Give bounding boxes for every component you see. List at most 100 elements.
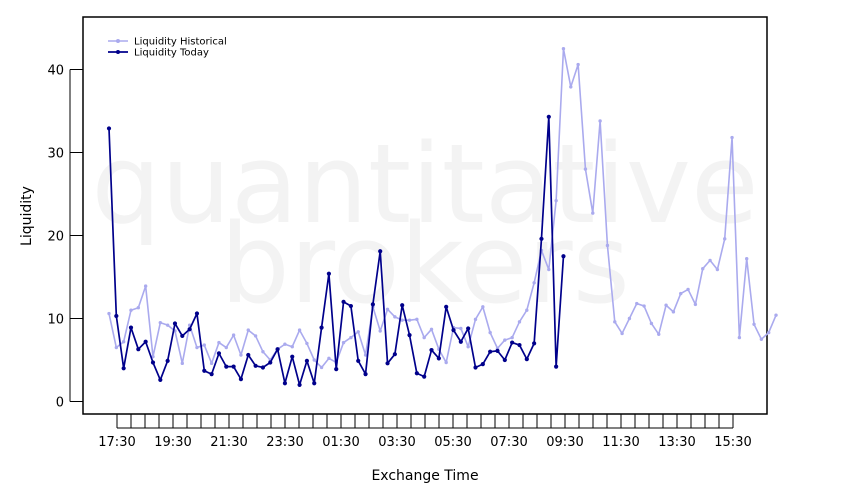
data-point (422, 374, 427, 379)
data-point (547, 267, 551, 272)
data-point (231, 364, 236, 369)
data-point (202, 343, 206, 347)
data-point (481, 305, 485, 309)
data-point (598, 119, 602, 123)
x-tick-label: 07:30 (490, 435, 527, 450)
x-tick-label: 21:30 (210, 435, 247, 450)
data-point (378, 329, 382, 333)
y-tick-label: 10 (47, 313, 64, 328)
data-point (576, 62, 580, 67)
data-point (480, 362, 485, 367)
data-point (502, 357, 507, 363)
data-point (510, 340, 515, 345)
x-tick-label: 03:30 (378, 435, 415, 450)
data-point (180, 333, 185, 339)
data-point (297, 382, 302, 387)
data-point (378, 249, 383, 254)
data-point (745, 257, 749, 261)
data-point (686, 287, 690, 292)
data-point (283, 342, 287, 346)
data-point (129, 308, 133, 312)
data-point (363, 353, 368, 357)
data-point (407, 333, 412, 338)
data-point (400, 303, 405, 308)
data-point (143, 339, 148, 344)
data-point (708, 258, 712, 263)
y-tick-label: 30 (47, 147, 64, 162)
y-axis-title: Liquidity (19, 186, 35, 246)
data-point (282, 381, 288, 386)
series-today (106, 114, 566, 387)
data-point (106, 126, 112, 131)
data-point (268, 360, 273, 365)
data-point (752, 322, 756, 327)
data-point (253, 363, 258, 368)
data-point (525, 308, 529, 312)
data-point (392, 352, 397, 357)
data-point (114, 345, 119, 350)
data-point (246, 352, 251, 358)
x-tick-label: 11:30 (602, 435, 639, 450)
data-point (671, 310, 676, 314)
data-point (121, 366, 126, 371)
data-point (510, 335, 514, 340)
data-point (554, 364, 559, 369)
x-tick-label: 17:30 (98, 435, 135, 450)
x-tick-label: 19:30 (154, 435, 191, 450)
data-point (429, 347, 434, 353)
data-point (583, 167, 588, 171)
data-point (532, 281, 536, 285)
data-point (341, 299, 346, 304)
data-point (165, 323, 170, 327)
watermark-line-1: quantitative (91, 120, 758, 248)
data-point (635, 301, 639, 306)
data-point (605, 243, 610, 248)
data-point (759, 337, 764, 341)
x-tick-label: 01:30 (322, 435, 359, 450)
data-point (774, 313, 778, 317)
data-point (180, 361, 184, 366)
data-point (517, 320, 522, 324)
data-point (195, 345, 199, 350)
data-point (407, 318, 412, 322)
series-historical (107, 47, 778, 370)
data-point (422, 335, 426, 340)
data-point (569, 85, 573, 89)
data-point (693, 302, 698, 307)
data-point (224, 345, 228, 350)
data-point (246, 328, 250, 332)
data-point (253, 334, 258, 338)
data-point (546, 114, 551, 119)
data-point (341, 340, 346, 345)
data-point (400, 318, 404, 322)
data-point (107, 311, 111, 316)
x-tick-label: 23:30 (266, 435, 303, 450)
data-point (194, 311, 200, 316)
data-point (158, 377, 163, 383)
watermark: quantitative brokers (91, 120, 758, 328)
data-point (121, 340, 126, 344)
data-point (642, 304, 646, 308)
x-tick-label: 09:30 (546, 435, 583, 450)
data-point (312, 381, 317, 386)
data-point (458, 339, 463, 344)
data-point (517, 342, 522, 348)
data-point (151, 354, 155, 359)
series-layer (106, 47, 778, 387)
y-axis: 0 10 20 30 40 (47, 64, 83, 411)
data-point (158, 320, 163, 325)
data-point (143, 284, 148, 288)
data-point (172, 321, 178, 326)
data-point (495, 348, 500, 353)
data-point (723, 237, 727, 241)
data-point (613, 320, 617, 324)
data-point (209, 372, 214, 377)
data-point (348, 303, 353, 309)
y-tick-label: 20 (47, 230, 64, 245)
data-point (539, 236, 544, 241)
data-point (319, 365, 324, 370)
data-point (114, 313, 119, 319)
data-point (532, 341, 537, 346)
